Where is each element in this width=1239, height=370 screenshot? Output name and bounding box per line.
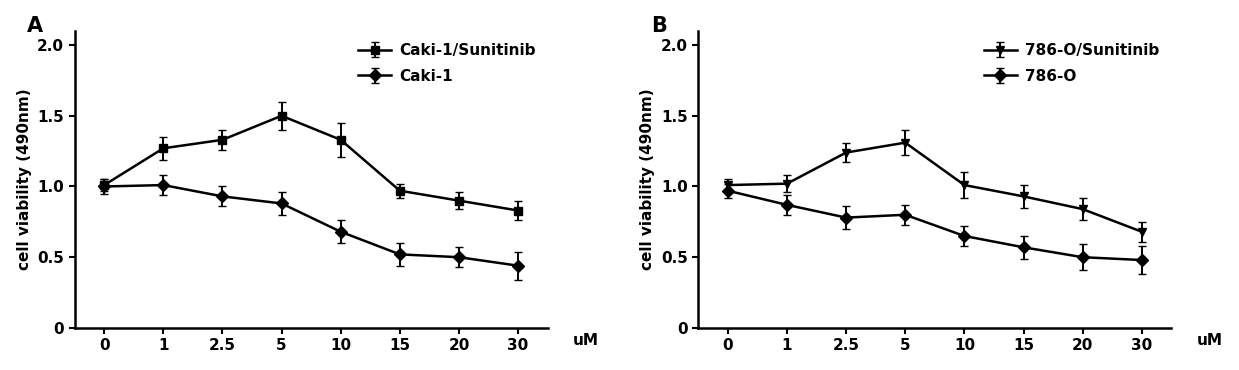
Text: A: A bbox=[27, 16, 43, 36]
Text: uM: uM bbox=[572, 333, 598, 349]
Text: B: B bbox=[650, 16, 667, 36]
Text: uM: uM bbox=[1197, 333, 1223, 349]
Y-axis label: cell viability (490nm): cell viability (490nm) bbox=[16, 88, 32, 270]
Y-axis label: cell viability (490nm): cell viability (490nm) bbox=[641, 88, 655, 270]
Legend: 786-O/Sunitinib, 786-O: 786-O/Sunitinib, 786-O bbox=[979, 38, 1163, 88]
Legend: Caki-1/Sunitinib, Caki-1: Caki-1/Sunitinib, Caki-1 bbox=[353, 38, 540, 88]
